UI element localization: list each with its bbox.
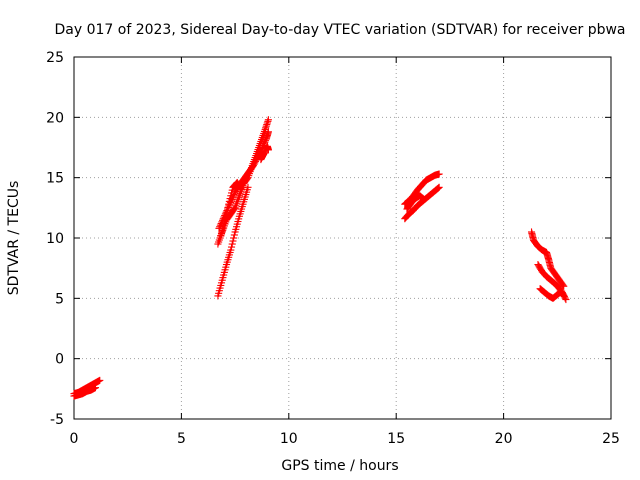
data-point	[232, 225, 240, 233]
data-point	[233, 220, 241, 228]
data-point	[435, 170, 443, 178]
x-tick-label: 0	[70, 431, 79, 447]
x-tick-label: 25	[602, 431, 620, 447]
data-point	[251, 157, 260, 165]
data-point	[264, 116, 272, 124]
data-point	[559, 290, 567, 298]
data-point	[217, 281, 225, 290]
data-point	[435, 183, 443, 191]
data-point	[237, 186, 246, 194]
data-point	[220, 268, 228, 276]
data-point	[215, 289, 223, 297]
data-point	[237, 184, 245, 193]
data-point	[222, 210, 231, 218]
data-point	[234, 217, 242, 226]
data-point	[232, 223, 241, 231]
data-point	[230, 234, 238, 242]
data-point	[229, 237, 237, 245]
data-point	[227, 189, 236, 197]
data-point	[227, 246, 235, 254]
data-point	[222, 213, 230, 221]
y-axis-label: SDTVAR / TECUs	[6, 181, 22, 296]
data-point	[96, 376, 104, 384]
data-point	[218, 276, 226, 284]
data-point	[227, 243, 236, 251]
data-point	[224, 203, 232, 211]
data-point	[220, 219, 228, 228]
data-point	[215, 287, 223, 295]
x-tick-label: 20	[495, 431, 513, 447]
data-point	[216, 284, 224, 292]
data-point	[226, 195, 234, 203]
data-point	[220, 271, 228, 279]
y-tick-label: 10	[46, 231, 64, 247]
data-point	[221, 216, 229, 224]
data-point	[225, 200, 233, 208]
data-points	[70, 116, 570, 400]
data-point	[231, 228, 239, 236]
data-point	[228, 240, 236, 248]
data-point	[249, 162, 257, 170]
data-point	[264, 128, 272, 136]
data-point	[256, 149, 264, 157]
data-point	[225, 197, 233, 205]
grid-lines	[74, 57, 611, 419]
y-tick-label: -5	[50, 412, 64, 428]
y-tick-label: 5	[55, 291, 64, 307]
data-point	[230, 205, 238, 213]
data-point	[419, 195, 427, 203]
data-point	[560, 291, 568, 299]
data-point	[221, 266, 229, 274]
y-tick-label: 20	[46, 110, 64, 126]
data-point	[223, 207, 231, 215]
data-point	[222, 263, 230, 271]
chart-title: Day 017 of 2023, Sidereal Day-to-day VTE…	[54, 22, 625, 38]
y-tick-label: 15	[46, 171, 64, 187]
data-point	[217, 279, 226, 287]
data-point	[228, 186, 236, 194]
data-point	[434, 184, 442, 192]
x-axis-label: GPS time / hours	[281, 458, 398, 474]
data-point	[235, 215, 243, 223]
data-point	[230, 231, 238, 239]
data-point	[219, 274, 227, 282]
data-point	[560, 293, 569, 301]
data-point	[559, 281, 567, 289]
data-point	[560, 282, 568, 290]
x-tick-label: 10	[280, 431, 298, 447]
data-point	[264, 146, 272, 154]
data-point	[558, 287, 566, 295]
data-point	[434, 184, 442, 193]
data-point	[214, 292, 222, 300]
y-tick-label: 0	[55, 352, 64, 368]
axis-ticks: 0 5 10 15 20 25 -5 0 5 10 15 20 25	[46, 50, 620, 447]
y-tick-label: 25	[46, 50, 64, 66]
data-point	[251, 159, 259, 167]
data-point	[420, 195, 428, 203]
data-point	[558, 288, 566, 297]
data-point	[91, 384, 100, 392]
x-tick-label: 5	[177, 431, 186, 447]
data-point	[227, 192, 235, 200]
data-point	[562, 295, 570, 304]
data-point	[244, 183, 252, 191]
data-point	[561, 294, 569, 302]
x-tick-label: 15	[387, 431, 405, 447]
data-point	[250, 160, 258, 168]
data-point	[419, 194, 427, 202]
